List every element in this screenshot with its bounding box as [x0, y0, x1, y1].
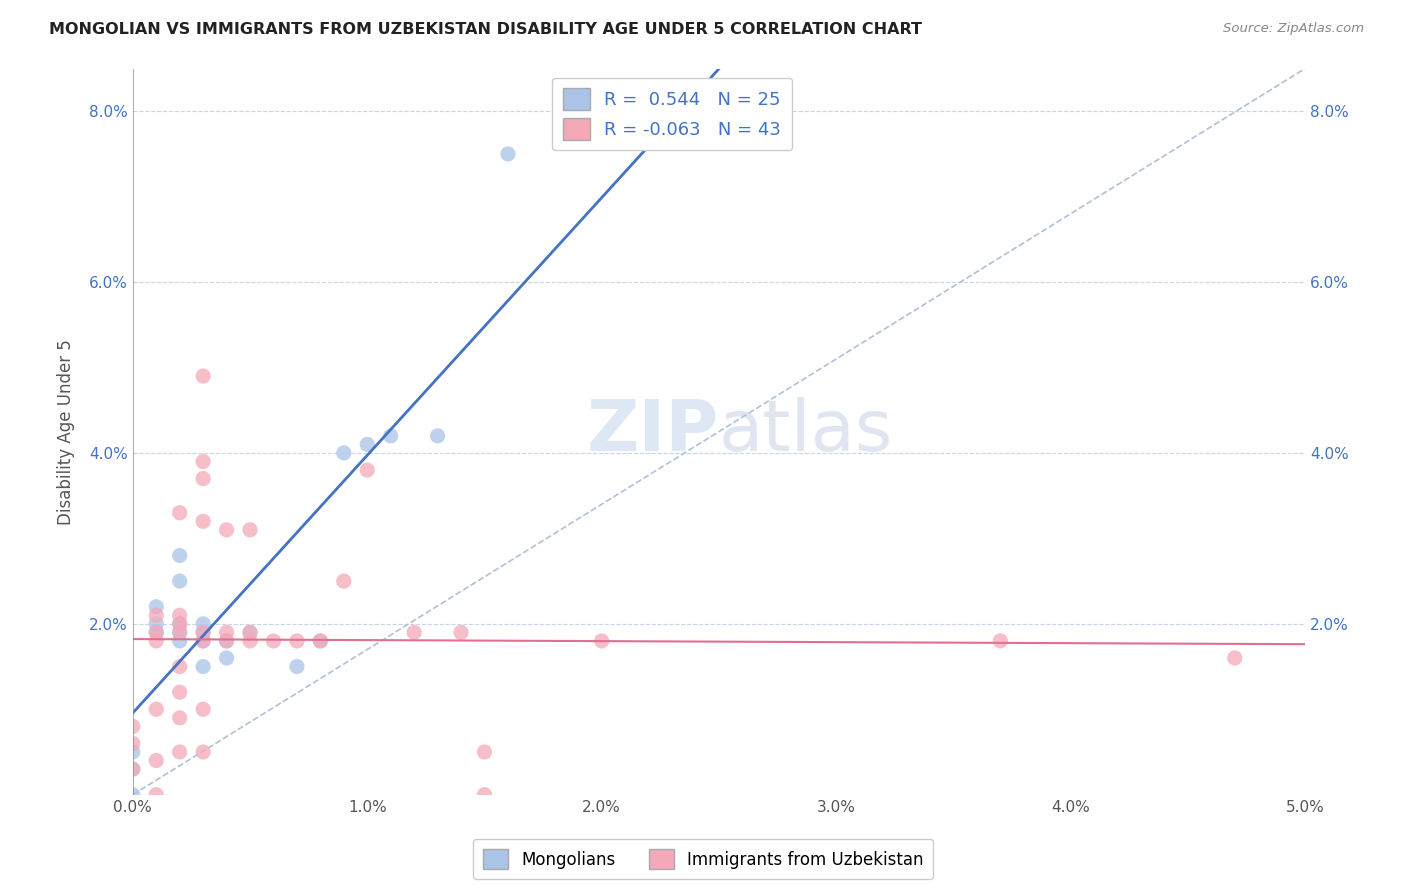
Point [380, 429, 402, 443]
Point [169, 616, 191, 631]
Point [309, 634, 332, 648]
Point [215, 634, 238, 648]
Point [215, 634, 238, 648]
Point [191, 702, 214, 716]
Legend: R =  0.544   N = 25, R = -0.063   N = 43: R = 0.544 N = 25, R = -0.063 N = 43 [553, 78, 792, 151]
Point [169, 685, 191, 699]
Point [591, 634, 613, 648]
Point [474, 788, 496, 802]
Point [191, 472, 214, 486]
Point [121, 745, 143, 759]
Point [145, 634, 167, 648]
Point [333, 574, 356, 588]
Point [215, 651, 238, 665]
Point [145, 625, 167, 640]
Point [333, 446, 356, 460]
Point [239, 625, 262, 640]
Point [191, 634, 214, 648]
Point [121, 736, 143, 750]
Point [356, 463, 378, 477]
Point [285, 634, 308, 648]
Point [1223, 651, 1246, 665]
Point [404, 625, 426, 640]
Point [191, 634, 214, 648]
Text: MONGOLIAN VS IMMIGRANTS FROM UZBEKISTAN DISABILITY AGE UNDER 5 CORRELATION CHART: MONGOLIAN VS IMMIGRANTS FROM UZBEKISTAN … [49, 22, 922, 37]
Text: ZIP: ZIP [586, 397, 718, 467]
Point [169, 549, 191, 563]
Point [121, 719, 143, 733]
Point [121, 762, 143, 776]
Point [309, 634, 332, 648]
Point [263, 634, 285, 648]
Point [169, 634, 191, 648]
Point [169, 711, 191, 725]
Point [169, 608, 191, 623]
Point [145, 754, 167, 768]
Point [145, 625, 167, 640]
Point [169, 616, 191, 631]
Point [285, 659, 308, 673]
Point [496, 147, 519, 161]
Legend: Mongolians, Immigrants from Uzbekistan: Mongolians, Immigrants from Uzbekistan [472, 838, 934, 880]
Point [145, 788, 167, 802]
Y-axis label: Disability Age Under 5: Disability Age Under 5 [58, 339, 75, 524]
Point [215, 523, 238, 537]
Point [121, 762, 143, 776]
Point [474, 745, 496, 759]
Point [450, 625, 472, 640]
Point [988, 634, 1011, 648]
Point [191, 616, 214, 631]
Point [356, 437, 378, 451]
Point [426, 429, 449, 443]
Text: Source: ZipAtlas.com: Source: ZipAtlas.com [1223, 22, 1364, 36]
Point [145, 599, 167, 614]
Point [169, 506, 191, 520]
Point [169, 574, 191, 588]
Point [169, 745, 191, 759]
Point [191, 454, 214, 468]
Point [239, 625, 262, 640]
Point [145, 616, 167, 631]
Point [145, 608, 167, 623]
Point [121, 788, 143, 802]
Point [169, 625, 191, 640]
Point [169, 659, 191, 673]
Point [191, 625, 214, 640]
Point [239, 634, 262, 648]
Point [191, 369, 214, 384]
Point [215, 625, 238, 640]
Point [191, 625, 214, 640]
Point [191, 745, 214, 759]
Point [239, 523, 262, 537]
Point [191, 659, 214, 673]
Text: atlas: atlas [718, 397, 893, 467]
Point [169, 625, 191, 640]
Point [191, 514, 214, 528]
Point [145, 702, 167, 716]
